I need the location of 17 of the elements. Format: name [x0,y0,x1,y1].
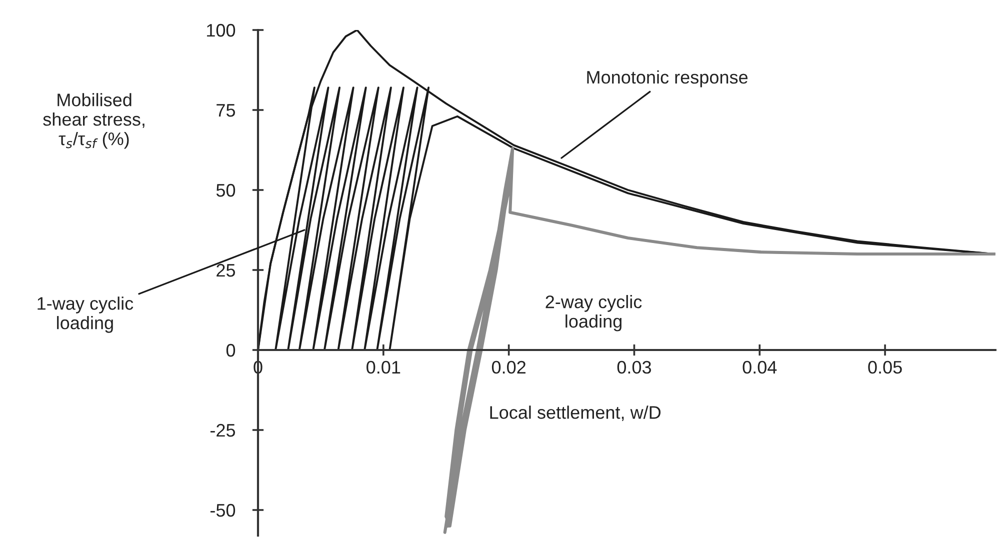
y-tick-label: 25 [216,264,236,277]
x-tick-label: 0.04 [742,360,777,374]
y-tick-label: 50 [216,184,236,197]
y-axis-title: Mobilised shear stress, τ$_{s}$/τ$_{sf}$ (%) [43,93,144,149]
y-tick-label: -25 [210,424,236,437]
annotation: 1-way cyclic loading [38,296,134,333]
y-tick-label: -50 [210,504,236,517]
x-tick-label: 0.02 [492,360,526,374]
y-tick-label: 75 [216,104,236,117]
annotation: Monotonic response [587,70,748,88]
annotation: 2-way cyclic loading [546,294,642,332]
x-tick-label: 0.05 [868,360,902,374]
x-tick-label: 0.03 [617,360,652,374]
y-tick-label: 100 [207,24,236,37]
x-tick-label: 0.01 [366,360,400,374]
x-axis-title: Local settlement, w/D [490,406,661,422]
y-tick-label: 0 [226,344,236,357]
